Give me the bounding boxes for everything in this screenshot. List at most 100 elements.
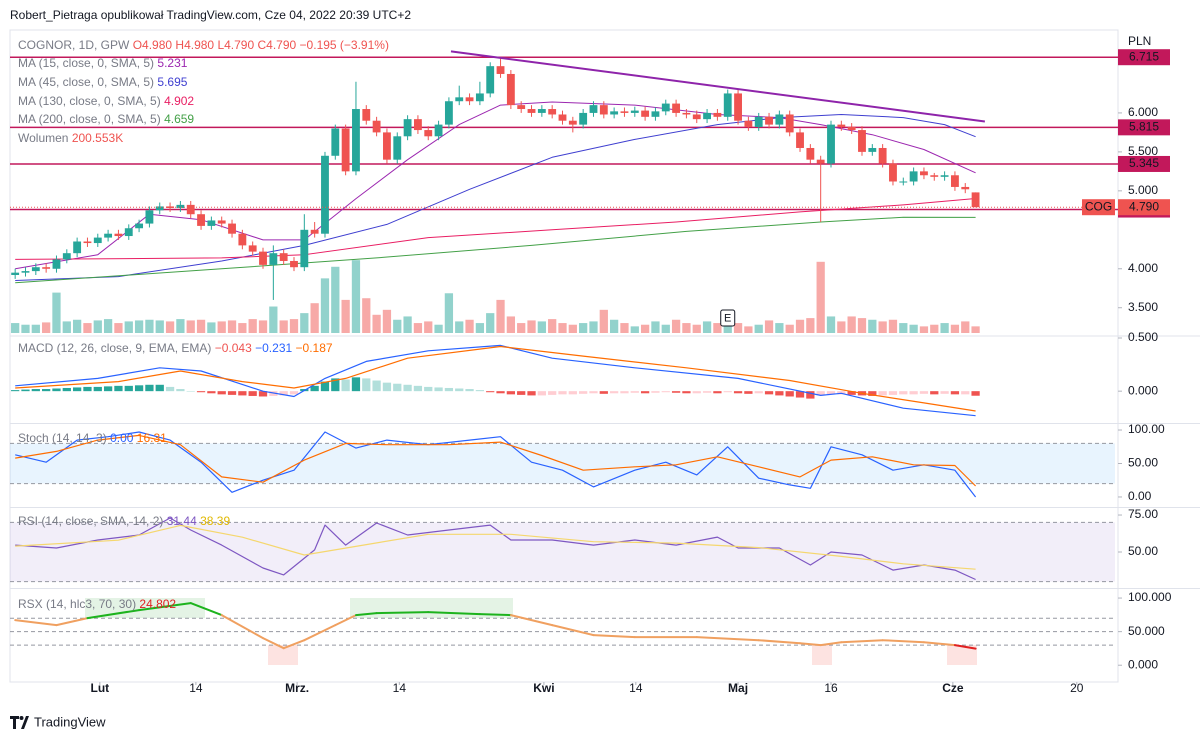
legend-row: Wolumen 200.553K bbox=[18, 131, 123, 145]
legend-name: MA (200, close, 0, SMA, 5) bbox=[18, 112, 161, 126]
band-fill bbox=[10, 522, 1115, 582]
histogram-bar bbox=[403, 384, 412, 392]
legend-value: −0.043 bbox=[215, 341, 252, 355]
histogram-bar bbox=[155, 384, 164, 392]
volume-bar bbox=[279, 320, 288, 333]
volume-bar bbox=[682, 323, 691, 333]
volume-bar bbox=[702, 321, 712, 333]
candle-body bbox=[847, 126, 856, 131]
histogram-bar bbox=[558, 391, 567, 395]
volume-bar bbox=[42, 322, 51, 333]
volume-bar bbox=[795, 319, 805, 333]
candle-body bbox=[248, 245, 257, 252]
histogram-bar bbox=[517, 391, 526, 395]
volume-bar bbox=[785, 324, 794, 333]
histogram-bar bbox=[486, 391, 495, 393]
candle-body bbox=[465, 97, 474, 102]
line-segment bbox=[551, 624, 595, 637]
candle-body bbox=[527, 109, 536, 113]
legend-name: MACD (12, 26, close, 9, EMA, EMA) bbox=[18, 341, 211, 355]
candle-body bbox=[186, 204, 195, 215]
histogram-bar bbox=[909, 391, 918, 395]
candle-body bbox=[145, 210, 154, 224]
volume-bar bbox=[72, 319, 82, 333]
candle-body bbox=[537, 109, 546, 113]
histogram-bar bbox=[847, 391, 856, 395]
line-segment bbox=[375, 611, 430, 615]
legend-row: RSI (14, close, SMA, 14, 2) 31.44 38.39 bbox=[18, 514, 230, 528]
volume-bar bbox=[465, 319, 474, 333]
volume-bar bbox=[589, 321, 598, 333]
candle-body bbox=[93, 237, 102, 244]
volume-bar bbox=[651, 321, 660, 333]
histogram-bar bbox=[72, 387, 82, 392]
candle-body bbox=[197, 214, 205, 226]
histogram-bar bbox=[630, 391, 639, 393]
line-segment bbox=[819, 641, 843, 647]
volume-bar bbox=[930, 324, 939, 333]
volume-bar bbox=[145, 319, 154, 333]
volume-bar bbox=[579, 323, 588, 333]
volume-bar bbox=[475, 323, 485, 333]
histogram-bar bbox=[651, 391, 660, 393]
histogram-bar bbox=[785, 391, 794, 397]
line-segment bbox=[55, 617, 89, 627]
change: −0.195 (−3.91%) bbox=[300, 38, 389, 52]
legend-value: 5.231 bbox=[157, 56, 187, 70]
candle-body bbox=[589, 105, 598, 113]
legend-row: RSX (14, hlc3, 70, 30) 24.802 bbox=[18, 597, 176, 611]
volume-bar bbox=[11, 323, 20, 333]
histogram-bar bbox=[434, 387, 443, 392]
level-label: 5.345 bbox=[1129, 156, 1159, 170]
histogram-bar bbox=[465, 389, 474, 392]
line-segment bbox=[86, 609, 141, 620]
histogram-bar bbox=[661, 391, 670, 393]
legend-value: 0.00 bbox=[110, 431, 134, 445]
histogram-bar bbox=[475, 390, 485, 392]
volume-bar bbox=[857, 318, 867, 333]
histogram-bar bbox=[806, 391, 815, 399]
footer: TradingView bbox=[10, 714, 106, 729]
volume-bar bbox=[320, 278, 330, 333]
line bbox=[15, 344, 976, 417]
candle-body bbox=[496, 66, 505, 74]
candle-body bbox=[930, 175, 939, 177]
x-tick-label: Lut bbox=[91, 681, 110, 695]
candle-body bbox=[52, 259, 61, 269]
line-segment bbox=[922, 641, 956, 647]
histogram-bar bbox=[217, 391, 226, 395]
histogram-bar bbox=[610, 391, 619, 394]
frame bbox=[9, 29, 1119, 683]
last-price-box bbox=[1082, 199, 1115, 216]
volume-bar bbox=[506, 316, 515, 333]
level-label-box bbox=[1118, 119, 1170, 136]
histogram-bar bbox=[795, 391, 805, 398]
legend-name: MA (130, close, 0, SMA, 5) bbox=[18, 94, 161, 108]
volume-bar bbox=[671, 319, 681, 333]
histogram-bar bbox=[320, 381, 330, 392]
x-tick-label: Maj bbox=[728, 681, 748, 695]
histogram-bar bbox=[620, 391, 629, 394]
histogram-bar bbox=[341, 379, 350, 392]
candle-body bbox=[961, 186, 970, 190]
candle-body bbox=[651, 111, 660, 117]
histogram-bar bbox=[723, 391, 732, 393]
candle-body bbox=[703, 112, 712, 120]
volume-bar bbox=[527, 320, 536, 333]
y-tick-label: 75.00 bbox=[1128, 507, 1158, 521]
legends: COGNOR, 1D, GPW O4.980 H4.980 L4.790 C4.… bbox=[18, 34, 1151, 611]
histogram-bar bbox=[971, 391, 980, 396]
candle-body bbox=[630, 110, 639, 113]
candle-body bbox=[682, 112, 691, 115]
y-tick-label: 6.000 bbox=[1128, 105, 1158, 119]
volume-bar bbox=[888, 319, 898, 333]
y-tick-label: 5.500 bbox=[1128, 144, 1158, 158]
histogram-bar bbox=[248, 391, 257, 396]
histogram-bar bbox=[165, 386, 175, 392]
y-tick-label: 0.000 bbox=[1128, 657, 1158, 671]
legend-value: 16.31 bbox=[137, 431, 167, 445]
candle-body bbox=[383, 132, 391, 160]
line-segment bbox=[334, 614, 357, 627]
line-segment bbox=[262, 637, 285, 650]
